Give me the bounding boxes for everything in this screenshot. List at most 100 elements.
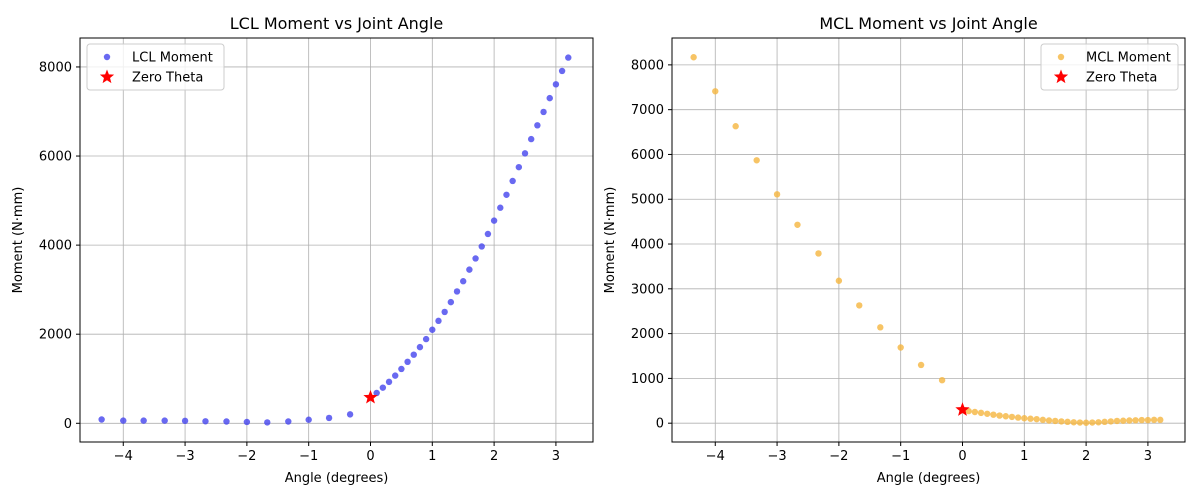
lcl-moment-point bbox=[120, 417, 127, 424]
mcl-moment-point bbox=[1150, 416, 1158, 424]
mcl-moment-point bbox=[1101, 418, 1108, 426]
mcl-moment-point bbox=[1095, 419, 1102, 426]
lcl-moment-point bbox=[490, 217, 498, 224]
mcl-series-moment bbox=[690, 54, 1164, 426]
mcl-y-tick-label: 4000 bbox=[631, 238, 664, 253]
mcl-moment-point bbox=[1033, 415, 1040, 423]
mcl-y-tick-label: 5000 bbox=[631, 193, 664, 208]
mcl-moment-point bbox=[984, 410, 991, 417]
mcl-chart-panel: −4 −3 −2 −1 0 1 2 3 0 1000 2000 3000 4000 5000 6000 700… bbox=[603, 14, 1186, 486]
mcl-moment-point bbox=[1045, 417, 1053, 424]
mcl-moment-point bbox=[977, 409, 985, 417]
mcl-moment-point bbox=[1027, 415, 1034, 422]
lcl-moment-point bbox=[285, 418, 292, 425]
lcl-moment-point bbox=[385, 378, 393, 386]
mcl-moment-point bbox=[753, 157, 760, 164]
mcl-moment-point bbox=[1082, 419, 1090, 426]
mcl-x-axis-label: Angle (degrees) bbox=[877, 471, 981, 486]
lcl-x-tick-label: 2 bbox=[490, 449, 498, 464]
lcl-moment-point bbox=[223, 418, 230, 425]
mcl-moment-point bbox=[1052, 417, 1059, 425]
lcl-moment-point bbox=[503, 191, 510, 198]
mcl-y-tick-label: 0 bbox=[656, 417, 664, 432]
mcl-moment-point bbox=[1126, 417, 1133, 424]
lcl-axes-frame bbox=[79, 37, 594, 443]
mcl-moment-point bbox=[897, 344, 904, 351]
lcl-y-tick-label: 8000 bbox=[39, 60, 72, 75]
lcl-moment-point bbox=[161, 417, 168, 424]
mcl-legend: MCL Moment Zero Theta bbox=[1040, 43, 1179, 91]
mcl-moment-point bbox=[1039, 416, 1047, 424]
lcl-legend-star-marker bbox=[99, 69, 115, 84]
mcl-moment-point bbox=[732, 123, 739, 130]
lcl-moment-point bbox=[305, 416, 312, 423]
lcl-x-tick-label: 0 bbox=[366, 449, 374, 464]
lcl-moment-point bbox=[552, 81, 560, 88]
lcl-moment-point bbox=[546, 94, 553, 102]
lcl-moment-point bbox=[527, 135, 535, 143]
mcl-legend-box bbox=[1040, 43, 1179, 91]
mcl-moment-point bbox=[1119, 417, 1127, 424]
mcl-moment-point bbox=[1157, 416, 1164, 424]
mcl-x-tick-label: 2 bbox=[1082, 449, 1090, 464]
lcl-x-tick-label: 1 bbox=[428, 449, 436, 464]
lcl-moment-point bbox=[478, 243, 485, 250]
lcl-chart-title: LCL Moment vs Joint Angle bbox=[230, 14, 443, 33]
lcl-moment-point bbox=[429, 326, 436, 333]
lcl-moment-point bbox=[410, 351, 417, 358]
mcl-x-tick-label: 0 bbox=[958, 449, 966, 464]
lcl-moment-point bbox=[509, 177, 516, 185]
mcl-legend-entry-label: MCL Moment bbox=[1086, 51, 1171, 66]
mcl-moment-point bbox=[1113, 417, 1121, 425]
lcl-legend-circle-marker bbox=[103, 53, 111, 61]
mcl-y-tick-label: 8000 bbox=[631, 58, 664, 73]
lcl-moment-point bbox=[460, 278, 467, 285]
lcl-moment-point bbox=[447, 298, 455, 306]
lcl-moment-point bbox=[540, 108, 547, 116]
lcl-series-zero-theta bbox=[363, 389, 378, 404]
mcl-x-tick-label: 3 bbox=[1144, 449, 1152, 464]
lcl-moment-point bbox=[466, 266, 473, 273]
mcl-moment-point bbox=[1064, 418, 1071, 426]
mcl-moment-point bbox=[1070, 419, 1077, 426]
mcl-moment-point bbox=[794, 221, 801, 228]
mcl-moment-point bbox=[1076, 419, 1084, 426]
mcl-moment-point bbox=[938, 376, 946, 384]
lcl-moment-point bbox=[140, 417, 147, 424]
lcl-moment-point bbox=[243, 418, 251, 426]
lcl-x-tick-label: −1 bbox=[299, 449, 318, 464]
lcl-x-tick-label: −3 bbox=[175, 449, 194, 464]
lcl-x-axis-label: Angle (degrees) bbox=[285, 471, 389, 486]
lcl-moment-point bbox=[422, 335, 430, 343]
mcl-x-tick-label: 1 bbox=[1020, 449, 1028, 464]
mcl-moment-point bbox=[1089, 419, 1096, 426]
lcl-series-moment bbox=[98, 54, 572, 426]
mcl-moment-point bbox=[1058, 418, 1065, 425]
mcl-moment-point bbox=[690, 54, 697, 61]
lcl-moment-point bbox=[98, 416, 105, 423]
lcl-moment-point bbox=[484, 230, 492, 238]
lcl-moment-point bbox=[515, 163, 523, 171]
lcl-x-tick-label: −2 bbox=[237, 449, 256, 464]
mcl-moment-point bbox=[917, 361, 925, 369]
mcl-y-axis-label: Moment (N·mm) bbox=[603, 187, 618, 294]
mcl-moment-point bbox=[996, 412, 1003, 419]
lcl-moment-point bbox=[416, 343, 424, 351]
lcl-moment-point bbox=[565, 54, 572, 61]
mcl-moment-point bbox=[1107, 418, 1115, 425]
mcl-moment-point bbox=[856, 302, 863, 309]
lcl-moment-point bbox=[181, 417, 189, 425]
mcl-moment-point bbox=[1014, 414, 1022, 421]
lcl-moment-point bbox=[373, 389, 380, 397]
lcl-moment-point bbox=[379, 384, 387, 391]
mcl-moment-point bbox=[971, 408, 979, 416]
lcl-chart-panel: −4 −3 −2 −1 0 1 2 3 0 2000 4000 6000 8000 LCL Moment … bbox=[11, 14, 594, 486]
lcl-moment-point bbox=[521, 150, 529, 157]
mcl-moment-point bbox=[1002, 413, 1009, 420]
lcl-y-tick-label: 4000 bbox=[39, 239, 72, 254]
mcl-y-tick-label: 2000 bbox=[631, 327, 664, 342]
mcl-y-tick-label: 7000 bbox=[631, 103, 664, 118]
lcl-x-tick-label: −4 bbox=[114, 449, 133, 464]
mcl-moment-point bbox=[1008, 413, 1016, 421]
mcl-x-tick-label: −1 bbox=[891, 449, 910, 464]
